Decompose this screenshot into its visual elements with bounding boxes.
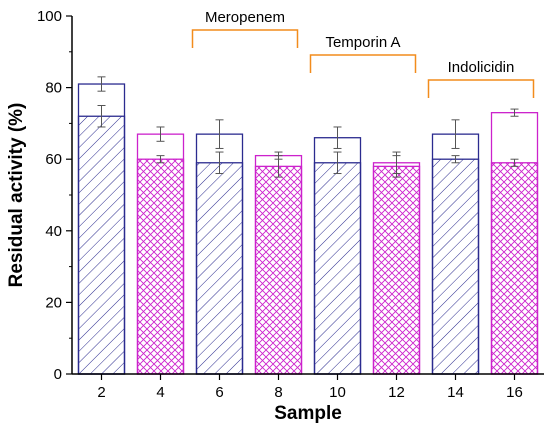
bracket-label: Meropenem [205,9,285,26]
axes-layer: 0 20 40 60 80 100 2 4 6 8 10 12 14 16 [37,8,544,401]
x-tick-label: 4 [156,384,164,401]
x-tick-label: 10 [329,384,346,401]
bracket-label: Temporin A [325,34,400,51]
bar-hatched [254,165,303,375]
bar-hatched [77,115,126,375]
bar-hatched [431,158,480,375]
x-tick-label: 16 [506,384,523,401]
y-tick-label: 60 [45,151,62,168]
y-tick-label: 40 [45,223,62,240]
x-axis-title: Sample [274,403,342,424]
bracket-label: Indolicidin [448,59,515,76]
y-tick-label: 0 [54,366,62,383]
bar-hatched [490,162,539,375]
bars-layer [77,76,539,375]
brackets-layer: Meropenem Temporin A Indolicidin [191,9,535,98]
bar-hatched [136,158,185,375]
bracket [309,54,417,73]
y-tick-label: 20 [45,294,62,311]
bar-hatched [372,165,421,375]
y-tick-label: 80 [45,80,62,97]
bracket [427,79,535,98]
bracket [191,29,299,48]
y-axis-title: Residual activity (%) [6,103,27,288]
bar-hatched [313,162,362,375]
bar-hatched [195,162,244,375]
x-tick-label: 6 [215,384,223,401]
x-tick-label: 8 [274,384,282,401]
x-tick-label: 2 [97,384,105,401]
x-tick-label: 12 [388,384,405,401]
y-tick-label: 100 [37,8,62,25]
x-tick-label: 14 [447,384,464,401]
